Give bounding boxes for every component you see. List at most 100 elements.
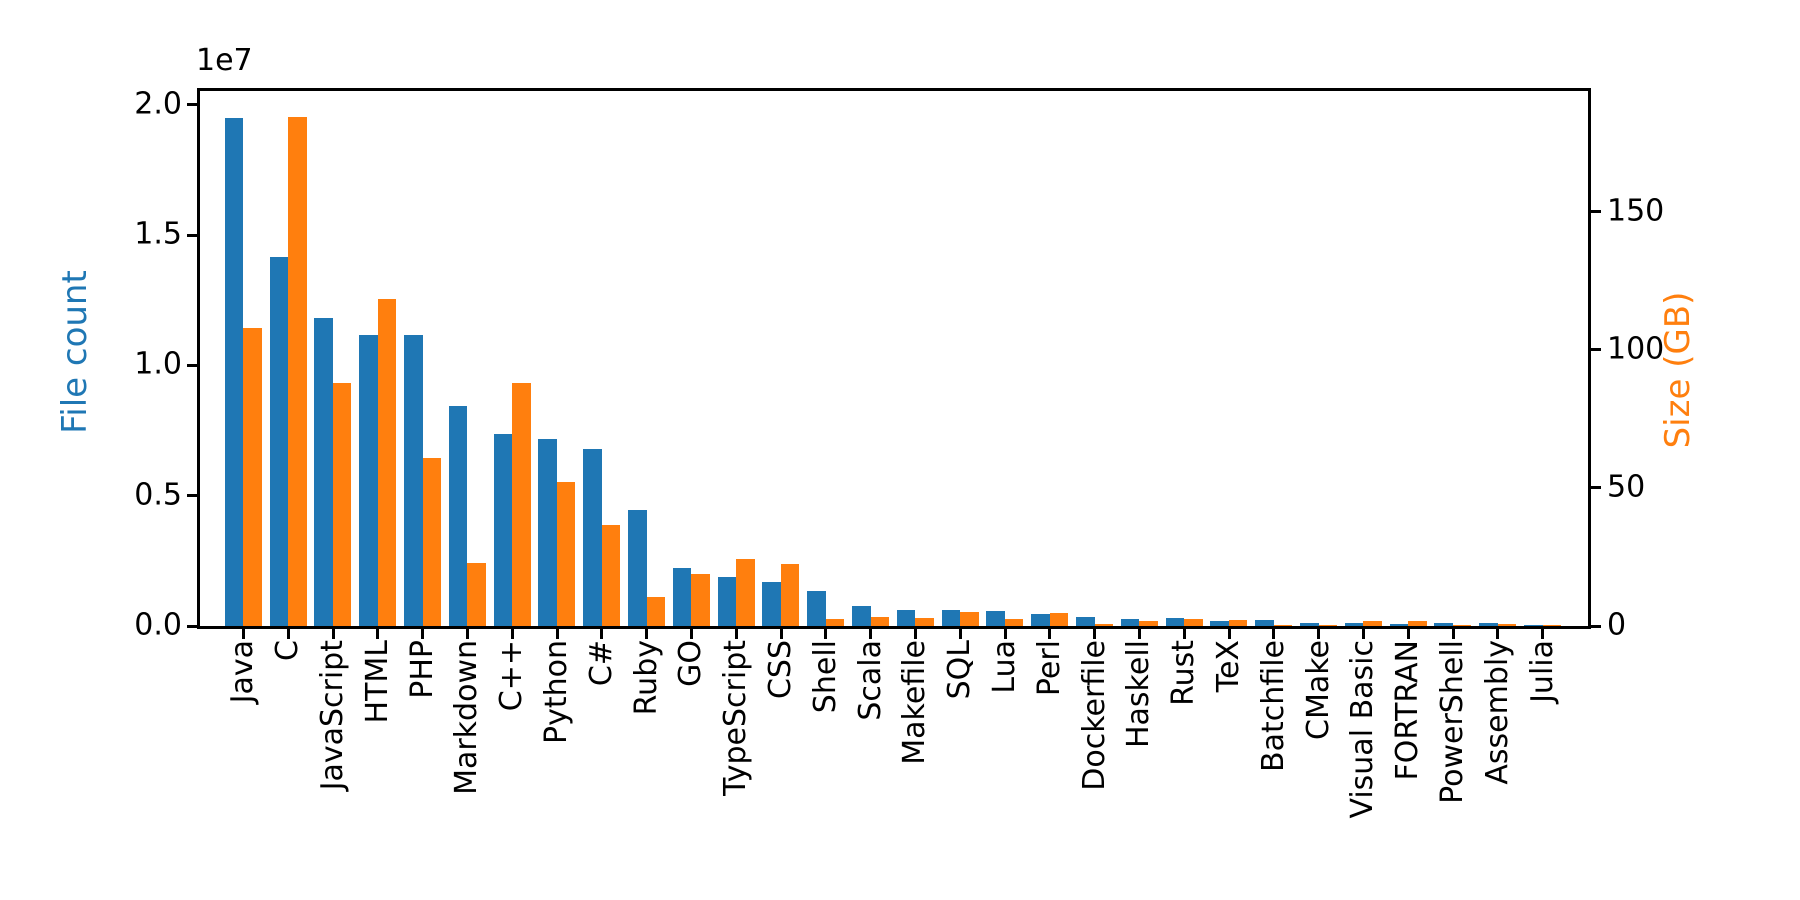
size-gb-bar [915, 618, 934, 626]
x-tick-label: Markdown [449, 640, 485, 795]
file-count-bar [538, 438, 557, 626]
bar-group-rust [1162, 91, 1207, 626]
x-tick-label: C++ [494, 640, 530, 712]
left-y-tick-label: 2.0 [134, 86, 182, 122]
left-y-tick-label: 0.5 [134, 477, 182, 513]
left-y-tick-label: 0.0 [134, 607, 182, 643]
bar-group-dockerfile [1072, 91, 1117, 626]
bar-group-c- [490, 91, 535, 626]
x-tick-mark [779, 629, 783, 639]
bars-container [200, 91, 1588, 626]
x-tick-mark [376, 629, 380, 639]
bar-group-php [400, 91, 445, 626]
x-tick-label: Julia [1524, 640, 1560, 703]
left-y-tick-label: 1.5 [134, 216, 182, 252]
left-y-tick-mark [187, 233, 197, 237]
x-tick-label: PHP [404, 640, 440, 699]
size-gb-bar [1139, 621, 1158, 626]
file-count-bar [852, 605, 871, 626]
right-y-tick-label: 0 [1607, 607, 1627, 643]
right-axis-label: Size (GB) [1658, 291, 1698, 449]
x-tick-mark [645, 629, 649, 639]
size-gb-bar [691, 574, 710, 626]
file-count-bar [628, 510, 647, 626]
file-count-bar [1076, 617, 1095, 626]
bar-group-tex [1207, 91, 1252, 626]
file-count-bar [896, 610, 916, 626]
x-tick-label: SQL [942, 640, 978, 700]
x-tick-mark [465, 629, 469, 639]
left-y-tick-mark [187, 494, 197, 498]
x-tick-mark [331, 629, 335, 639]
file-count-bar [1344, 622, 1364, 626]
x-tick-mark [869, 629, 873, 639]
file-count-bar [941, 610, 961, 626]
size-gb-bar [1273, 625, 1293, 626]
x-tick-label: HTML [359, 640, 395, 724]
bar-group-java [221, 91, 266, 626]
size-gb-bar [1542, 625, 1561, 626]
bar-group-html [355, 91, 400, 626]
x-tick-mark [421, 629, 425, 639]
file-count-bar [1479, 623, 1498, 626]
size-gb-bar [780, 563, 800, 626]
bar-group-perl [1027, 91, 1072, 626]
file-count-bar [1165, 618, 1185, 626]
size-gb-bar [1049, 613, 1069, 626]
x-tick-label: JavaScript [315, 640, 350, 791]
size-gb-bar [1004, 619, 1024, 626]
x-tick-mark [241, 629, 245, 639]
size-gb-bar [288, 116, 307, 626]
bar-group-scala [848, 91, 893, 626]
size-gb-bar [243, 327, 262, 626]
bar-group-typescript [714, 91, 759, 626]
x-tick-label: Assembly [1479, 640, 1515, 785]
size-gb-bar [332, 383, 352, 626]
size-gb-bar [825, 619, 845, 626]
right-y-tick-mark [1591, 210, 1601, 214]
size-gb-bar [960, 612, 979, 626]
bar-group-haskell [1117, 91, 1162, 626]
bar-group-javascript [311, 91, 356, 626]
left-y-tick-mark [187, 363, 197, 367]
file-count-bar [269, 257, 289, 626]
x-tick-mark [1182, 629, 1186, 639]
file-count-bar [1389, 623, 1409, 626]
x-tick-mark [1048, 629, 1052, 639]
x-tick-label: Visual Basic [1345, 640, 1381, 819]
x-tick-label: Lua [987, 640, 1022, 694]
x-tick-mark [824, 629, 828, 639]
x-tick-mark [1227, 629, 1231, 639]
x-tick-mark [1272, 629, 1276, 639]
file-count-bar [762, 581, 781, 626]
x-tick-label: Scala [852, 640, 888, 721]
x-tick-mark [734, 629, 738, 639]
x-tick-label: FORTRAN [1390, 640, 1426, 781]
file-count-bar [1434, 622, 1453, 626]
x-tick-label: Haskell [1121, 640, 1157, 749]
left-y-tick-mark [187, 103, 197, 107]
x-tick-mark [1406, 629, 1410, 639]
bar-group-css [759, 91, 804, 626]
file-count-bar [404, 334, 423, 626]
file-count-bar [583, 449, 602, 626]
bar-group-c- [579, 91, 624, 626]
x-tick-label: Dockerfile [1076, 640, 1112, 791]
x-tick-mark [555, 629, 559, 639]
file-count-bar [1031, 614, 1050, 626]
right-y-tick-mark [1591, 348, 1601, 352]
x-tick-mark [1451, 629, 1455, 639]
size-gb-bar [1228, 620, 1248, 626]
x-tick-label: Rust [1166, 640, 1202, 706]
bar-group-visual-basic [1341, 91, 1386, 626]
file-count-bar [448, 406, 468, 626]
size-gb-bar [556, 482, 576, 626]
x-tick-label: Ruby [628, 640, 664, 716]
bar-group-sql [938, 91, 983, 626]
x-tick-mark [600, 629, 604, 639]
x-tick-label: Java [225, 640, 261, 704]
file-count-bar [359, 334, 378, 626]
x-tick-mark [689, 629, 693, 639]
file-count-bar [314, 318, 333, 626]
x-tick-mark [1093, 629, 1097, 639]
